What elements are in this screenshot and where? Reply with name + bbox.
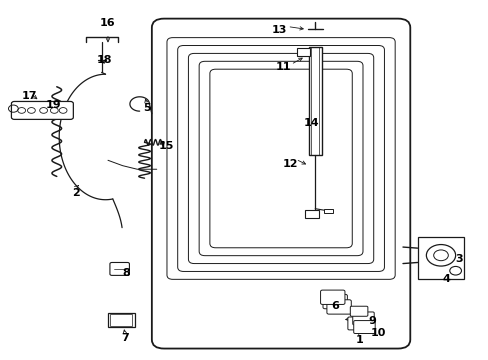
Text: 15: 15 bbox=[159, 141, 174, 151]
Text: 14: 14 bbox=[304, 118, 319, 128]
Text: 13: 13 bbox=[271, 25, 287, 35]
Text: 4: 4 bbox=[442, 274, 450, 284]
FancyBboxPatch shape bbox=[11, 102, 73, 120]
Text: 3: 3 bbox=[454, 254, 462, 264]
Bar bbox=[108, 313, 135, 327]
Bar bbox=[417, 237, 463, 279]
FancyBboxPatch shape bbox=[353, 320, 374, 333]
Text: 2: 2 bbox=[72, 188, 80, 198]
Bar bbox=[324, 209, 332, 213]
Text: 1: 1 bbox=[354, 334, 362, 345]
Text: 17: 17 bbox=[21, 91, 37, 101]
Bar bbox=[110, 314, 132, 325]
Text: 9: 9 bbox=[367, 316, 375, 325]
Text: 18: 18 bbox=[96, 55, 112, 65]
Bar bbox=[296, 48, 310, 56]
FancyBboxPatch shape bbox=[110, 262, 129, 275]
Bar bbox=[305, 210, 319, 218]
Text: 10: 10 bbox=[370, 328, 386, 338]
Text: 11: 11 bbox=[275, 62, 291, 72]
Text: 5: 5 bbox=[143, 103, 150, 113]
FancyBboxPatch shape bbox=[320, 290, 344, 305]
Text: 7: 7 bbox=[121, 333, 129, 343]
FancyBboxPatch shape bbox=[347, 317, 368, 330]
FancyBboxPatch shape bbox=[349, 306, 367, 316]
Bar bbox=[309, 47, 321, 155]
FancyBboxPatch shape bbox=[326, 300, 350, 314]
FancyBboxPatch shape bbox=[152, 19, 409, 348]
Text: 12: 12 bbox=[283, 159, 298, 169]
Text: 19: 19 bbox=[45, 100, 61, 110]
FancyBboxPatch shape bbox=[323, 294, 346, 309]
Text: 6: 6 bbox=[330, 301, 338, 311]
Text: 8: 8 bbox=[122, 268, 130, 278]
Text: 16: 16 bbox=[100, 18, 116, 28]
FancyBboxPatch shape bbox=[352, 312, 373, 325]
